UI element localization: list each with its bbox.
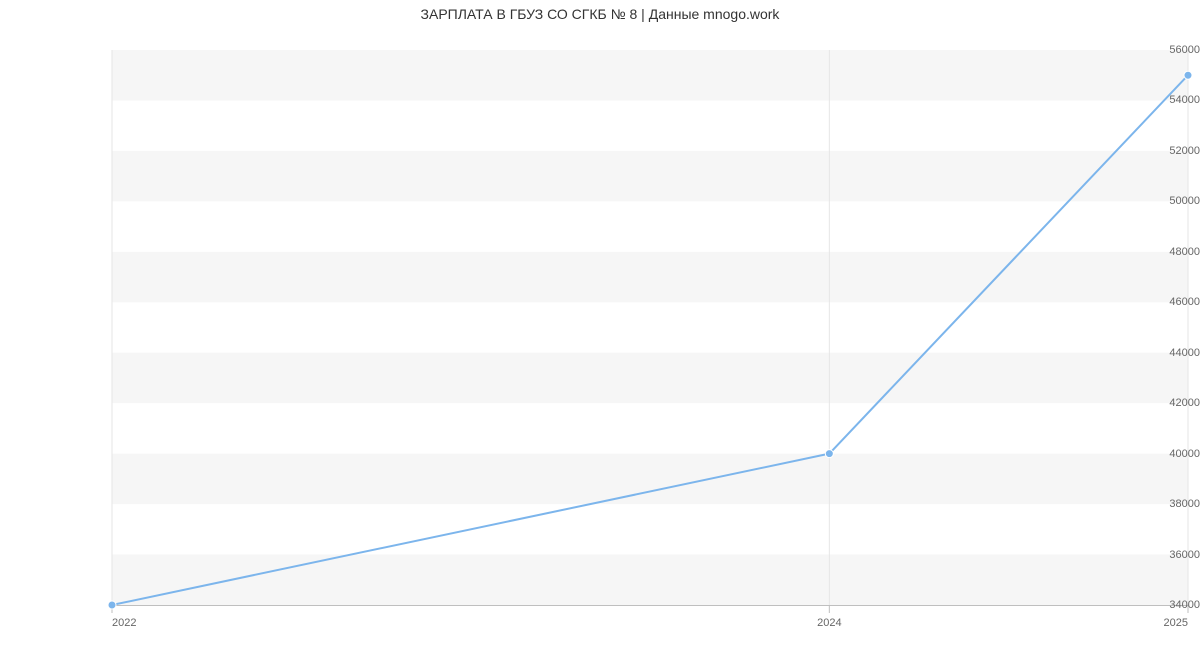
data-point[interactable] [108, 601, 116, 609]
y-tick-label: 50000 [1096, 195, 1200, 207]
salary-chart: ЗАРПЛАТА В ГБУЗ СО СГКБ № 8 | Данные mno… [0, 0, 1200, 650]
y-tick-label: 34000 [1096, 599, 1200, 611]
y-tick-label: 38000 [1096, 498, 1200, 510]
y-tick-label: 44000 [1096, 347, 1200, 359]
x-tick-label: 2024 [817, 617, 841, 629]
y-tick-label: 46000 [1096, 296, 1200, 308]
y-tick-label: 42000 [1096, 397, 1200, 409]
x-tick-label: 2025 [1164, 617, 1188, 629]
y-tick-label: 56000 [1096, 44, 1200, 56]
y-tick-label: 54000 [1096, 94, 1200, 106]
y-tick-label: 40000 [1096, 448, 1200, 460]
data-point[interactable] [825, 450, 833, 458]
y-tick-label: 48000 [1096, 246, 1200, 258]
chart-plot-area [112, 50, 1188, 605]
chart-title: ЗАРПЛАТА В ГБУЗ СО СГКБ № 8 | Данные mno… [0, 6, 1200, 22]
x-tick-label: 2022 [112, 617, 136, 629]
y-tick-label: 36000 [1096, 549, 1200, 561]
y-tick-label: 52000 [1096, 145, 1200, 157]
data-point[interactable] [1184, 71, 1192, 79]
